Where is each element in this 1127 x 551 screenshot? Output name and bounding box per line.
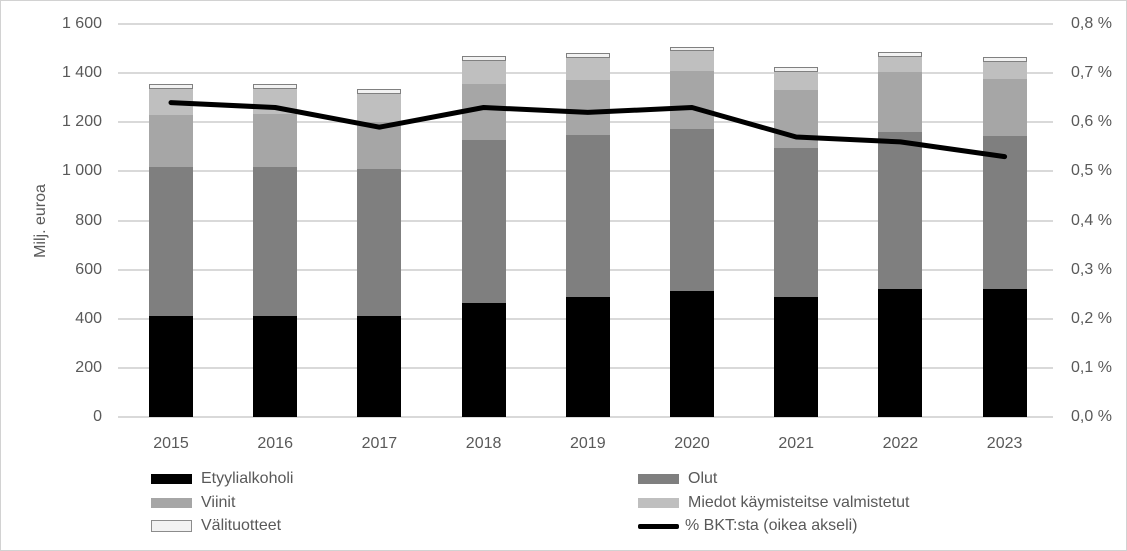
left-axis-tick: 400 — [75, 309, 102, 327]
legend-color-swatch — [151, 520, 192, 532]
legend-item-series-1: Olut — [638, 470, 718, 487]
bar-segment-4-2015 — [149, 83, 193, 89]
legend-item-series-2: Viinit — [151, 494, 236, 511]
right-axis-tick: 0,4 % — [1071, 211, 1112, 229]
bar-segment-1-2020 — [670, 129, 714, 292]
bar-segment-4-2017 — [357, 89, 402, 94]
right-axis-tick: 0,5 % — [1071, 162, 1112, 180]
legend-label: Etyylialkoholi — [201, 470, 294, 487]
left-axis-tick: 800 — [75, 211, 102, 229]
left-axis-tick: 600 — [75, 260, 102, 278]
bar-segment-3-2018 — [461, 60, 506, 85]
bar-segment-4-2018 — [461, 55, 506, 61]
right-axis-tick: 0,3 % — [1071, 260, 1112, 278]
x-axis-tick-2020: 2020 — [674, 435, 710, 452]
bar-segment-0-2020 — [670, 291, 714, 417]
left-axis-tick: 200 — [75, 358, 102, 376]
right-axis-tick: 0,8 % — [1071, 15, 1112, 32]
left-axis-tick: 1 600 — [61, 15, 102, 32]
bar-segment-2-2022 — [878, 71, 923, 132]
bar-segment-1-2023 — [982, 136, 1027, 290]
plot-area — [118, 23, 1053, 418]
bar-segment-4-2016 — [253, 84, 298, 90]
bar-segment-1-2019 — [565, 135, 610, 297]
left-axis-tick: 0 — [93, 408, 102, 425]
bar-segment-3-2021 — [774, 71, 819, 90]
bar-segment-3-2020 — [670, 51, 714, 71]
bar-segment-4-2021 — [774, 66, 819, 72]
bar-segment-4-2023 — [982, 57, 1027, 63]
x-axis-tick-2016: 2016 — [257, 435, 293, 452]
right-axis-tick: 0,2 % — [1071, 309, 1112, 327]
bar-segment-3-2023 — [982, 62, 1027, 79]
bar-segment-3-2022 — [878, 57, 923, 72]
bar-segment-1-2022 — [878, 131, 923, 290]
bar-segment-0-2019 — [565, 296, 610, 417]
legend-label: Viinit — [201, 494, 236, 511]
bar-segment-1-2015 — [149, 166, 193, 316]
bar-segment-0-2021 — [774, 296, 819, 417]
legend-color-swatch — [151, 474, 192, 484]
bar-segment-1-2021 — [774, 148, 819, 297]
right-axis-tick: 0,6 % — [1071, 113, 1112, 131]
bar-segment-4-2020 — [670, 46, 714, 52]
bar-segment-2-2015 — [149, 115, 193, 167]
x-axis-tick-2021: 2021 — [778, 435, 814, 452]
bar-segment-2-2020 — [670, 70, 714, 130]
bar-segment-2-2023 — [982, 79, 1027, 137]
right-axis-tick: 0,0 % — [1071, 408, 1112, 425]
bar-segment-1-2017 — [357, 168, 402, 317]
bar-segment-0-2023 — [982, 289, 1027, 417]
bar-segment-3-2017 — [357, 94, 402, 122]
legend-line-swatch — [638, 523, 679, 529]
legend-label: Välituotteet — [201, 517, 282, 534]
legend-item-line: % BKT:sta (oikea akseli) — [638, 517, 858, 534]
chart-legend: Etyylialkoholi Viinit Välituotteet Olut Mied… — [1, 463, 1126, 543]
x-axis-tick-2017: 2017 — [361, 435, 398, 452]
legend-label: Miedot käymisteitse valmistetut — [688, 494, 910, 511]
x-axis-tick-2023: 2023 — [986, 435, 1023, 452]
legend-color-swatch — [638, 498, 679, 508]
bar-segment-4-2022 — [878, 51, 923, 58]
bar-segment-4-2019 — [565, 53, 610, 58]
legend-item-series-4: Välituotteet — [151, 517, 282, 534]
bar-segment-3-2019 — [565, 57, 610, 81]
right-axis-tick: 0,1 % — [1071, 358, 1112, 376]
bar-segment-0-2022 — [878, 289, 923, 417]
legend-color-swatch — [151, 498, 192, 508]
x-axis-tick-2019: 2019 — [570, 435, 606, 452]
gridline — [118, 23, 1053, 25]
bar-segment-1-2018 — [461, 140, 506, 303]
bar-segment-0-2017 — [357, 316, 402, 417]
legend-item-series-0: Etyylialkoholi — [151, 470, 294, 487]
right-axis-tick: 0,7 % — [1071, 64, 1112, 82]
left-axis-tick: 1 200 — [61, 113, 102, 131]
bar-segment-2-2019 — [565, 80, 610, 135]
legend-label: % BKT:sta (oikea akseli) — [685, 517, 858, 534]
bar-segment-0-2018 — [461, 302, 506, 417]
legend-label: Olut — [688, 470, 718, 487]
x-axis-tick-2015: 2015 — [153, 435, 189, 452]
x-axis-tick-2022: 2022 — [882, 435, 919, 452]
legend-item-series-3: Miedot käymisteitse valmistetut — [638, 494, 910, 511]
legend-color-swatch — [638, 474, 679, 484]
bar-segment-2-2016 — [253, 113, 298, 168]
left-axis-tick: 1 000 — [61, 162, 102, 180]
gridline — [118, 416, 1053, 418]
bar-segment-0-2015 — [149, 315, 193, 417]
gdp-percentage-line — [168, 100, 1008, 160]
left-axis-tick: 1 400 — [61, 64, 102, 82]
bar-segment-0-2016 — [253, 315, 298, 417]
bar-segment-1-2016 — [253, 167, 298, 316]
x-axis-tick-2018: 2018 — [465, 435, 502, 452]
